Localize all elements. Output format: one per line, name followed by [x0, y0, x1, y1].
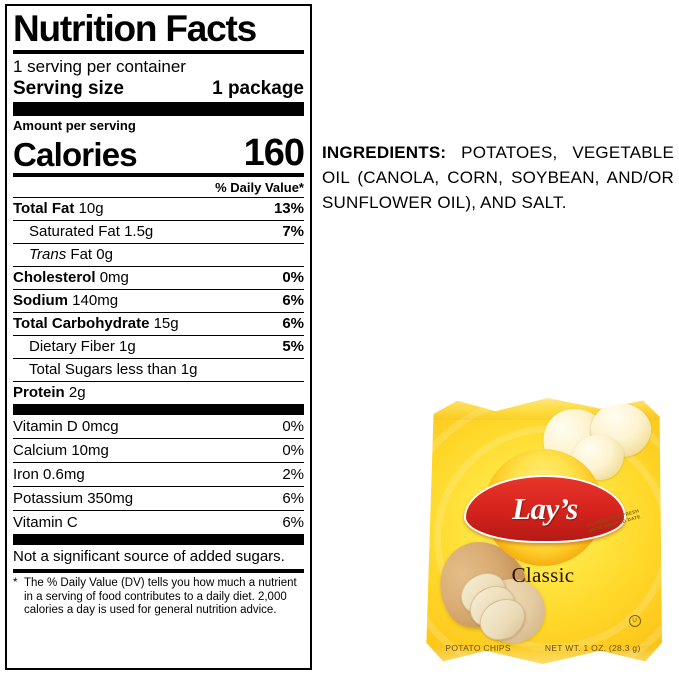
- table-row: Sodium 140mg 6%: [13, 290, 304, 312]
- nutrient-amount: Fat 0g: [70, 246, 113, 263]
- divider-above-footnote: [13, 569, 304, 573]
- daily-value-footnote: * The % Daily Value (DV) tells you how m…: [13, 573, 304, 618]
- calories-label: Calories: [13, 136, 138, 173]
- serving-size-row: Serving size 1 package: [13, 77, 304, 102]
- amount-per-serving-label: Amount per serving: [13, 118, 136, 133]
- vitamin-dv: 0%: [282, 441, 304, 459]
- vitamin-name: Iron 0.6mg: [13, 465, 85, 483]
- lays-logo-banner: Lay’s: [464, 475, 626, 543]
- vitamin-name: Calcium 10mg: [13, 441, 109, 459]
- nutrient-dv: 0%: [282, 269, 304, 286]
- vitamin-dv: 6%: [282, 513, 304, 531]
- row-divider: [13, 220, 304, 221]
- divider-under-calories: [13, 173, 304, 177]
- row-divider: [13, 243, 304, 244]
- brand-name: Lay’s: [512, 491, 578, 527]
- row-divider: [13, 312, 304, 313]
- nutrient-amount: 1g: [119, 338, 136, 355]
- nutrient-dv: 5%: [282, 338, 304, 355]
- net-weight-label: NET WT. 1 OZ. (28.3 g): [544, 643, 641, 654]
- chip-bag: Lay’s GUARANTEED FRESH UNTIL PRINTED DAT…: [426, 398, 662, 664]
- not-significant-source-note: Not a significant source of added sugars…: [13, 548, 285, 565]
- nutrient-amount: less than 1g: [116, 361, 198, 378]
- vitamin-dv: 2%: [282, 465, 304, 483]
- divider-thick-top: [13, 102, 304, 116]
- row-divider: [13, 438, 304, 439]
- table-row: Vitamin C 6%: [13, 511, 304, 534]
- nutrient-name: Dietary Fiber: [29, 338, 115, 355]
- nutrient-dv: 7%: [282, 223, 304, 240]
- table-row: Protein 2g: [13, 382, 304, 404]
- nutrient-dv: 6%: [282, 315, 304, 332]
- bag-bottom-text: POTATO CHIPS NET WT. 1 OZ. (28.3 g): [426, 643, 662, 654]
- kosher-certification-icon: U: [628, 614, 641, 627]
- nutrient-name: Sodium: [13, 292, 68, 309]
- nutrient-name: Total Sugars: [29, 361, 113, 378]
- vitamin-dv: 6%: [282, 489, 304, 507]
- divider-thick-vitamins: [13, 404, 304, 415]
- row-divider: [13, 486, 304, 487]
- table-row: Total Carbohydrate 15g 6%: [13, 313, 304, 335]
- vitamin-dv: 0%: [282, 417, 304, 435]
- divider-under-title: [13, 50, 304, 54]
- footnote-asterisk: *: [13, 577, 18, 589]
- calories-row: Calories 160: [13, 132, 305, 174]
- serving-size-value: 1 package: [212, 78, 304, 99]
- nutrition-facts-title: Nutrition Facts: [13, 8, 257, 49]
- divider-thick-bottom: [13, 534, 304, 545]
- table-row: Total Sugars less than 1g: [13, 359, 304, 381]
- nutrient-name: Protein: [13, 384, 65, 401]
- row-divider: [13, 510, 304, 511]
- vitamin-name: Potassium 350mg: [13, 489, 134, 507]
- row-divider: [13, 289, 304, 290]
- table-row: Total Fat 10g 13%: [13, 198, 304, 220]
- table-row: Trans Fat 0g: [13, 244, 304, 266]
- table-row: Vitamin D 0mcg 0%: [13, 415, 304, 438]
- row-divider: [13, 381, 304, 382]
- calories-value: 160: [243, 132, 305, 174]
- nutrient-name: Saturated Fat: [29, 223, 120, 240]
- row-divider: [13, 266, 304, 267]
- nutrient-amount: 0mg: [99, 269, 129, 286]
- vitamin-name: Vitamin D 0mcg: [13, 417, 119, 435]
- row-divider: [13, 358, 304, 359]
- nutrient-amount: 15g: [153, 315, 179, 332]
- nutrient-name: Total Carbohydrate: [13, 315, 150, 332]
- table-row: Calcium 10mg 0%: [13, 439, 304, 462]
- nutrient-amount: 2g: [68, 384, 86, 401]
- flavor-name: Classic: [511, 562, 575, 587]
- table-row: Cholesterol 0mg 0%: [13, 267, 304, 289]
- table-row: Saturated Fat 1.5g 7%: [13, 221, 304, 243]
- product-bag-image: Lay’s GUARANTEED FRESH UNTIL PRINTED DAT…: [416, 392, 670, 670]
- table-row: Dietary Fiber 1g 5%: [13, 336, 304, 358]
- vitamin-name: Vitamin C: [13, 513, 78, 531]
- row-divider: [13, 335, 304, 336]
- table-row: Potassium 350mg 6%: [13, 487, 304, 510]
- nutrient-name: Cholesterol: [13, 269, 96, 286]
- serving-size-label: Serving size: [13, 78, 124, 99]
- divider-above-nutrients: [13, 197, 304, 198]
- servings-per-container: 1 serving per container: [13, 57, 186, 76]
- nutrient-amount: 1.5g: [124, 223, 154, 240]
- table-row: Iron 0.6mg 2%: [13, 463, 304, 486]
- nutrient-name: Trans: [29, 246, 67, 263]
- nutrient-amount: 140mg: [72, 292, 119, 309]
- ingredients-statement: INGREDIENTS: POTATOES, VEGETABLE OIL (CA…: [322, 140, 674, 215]
- nutrient-amount: 10g: [78, 200, 104, 217]
- row-divider: [13, 462, 304, 463]
- product-type-label: POTATO CHIPS: [445, 643, 511, 654]
- ingredients-body: POTATOES, VEGETABLE OIL (CANOLA, CORN, S…: [322, 143, 674, 212]
- nutrient-dv: 13%: [273, 200, 304, 217]
- ingredients-heading: INGREDIENTS:: [322, 143, 447, 162]
- footnote-text: The % Daily Value (DV) tells you how muc…: [24, 577, 297, 616]
- nutrient-name: Total Fat: [13, 200, 75, 217]
- nutrient-dv: 6%: [282, 292, 304, 309]
- nutrition-facts-panel: Nutrition Facts 1 serving per container …: [5, 4, 312, 670]
- daily-value-header: % Daily Value*: [215, 180, 304, 195]
